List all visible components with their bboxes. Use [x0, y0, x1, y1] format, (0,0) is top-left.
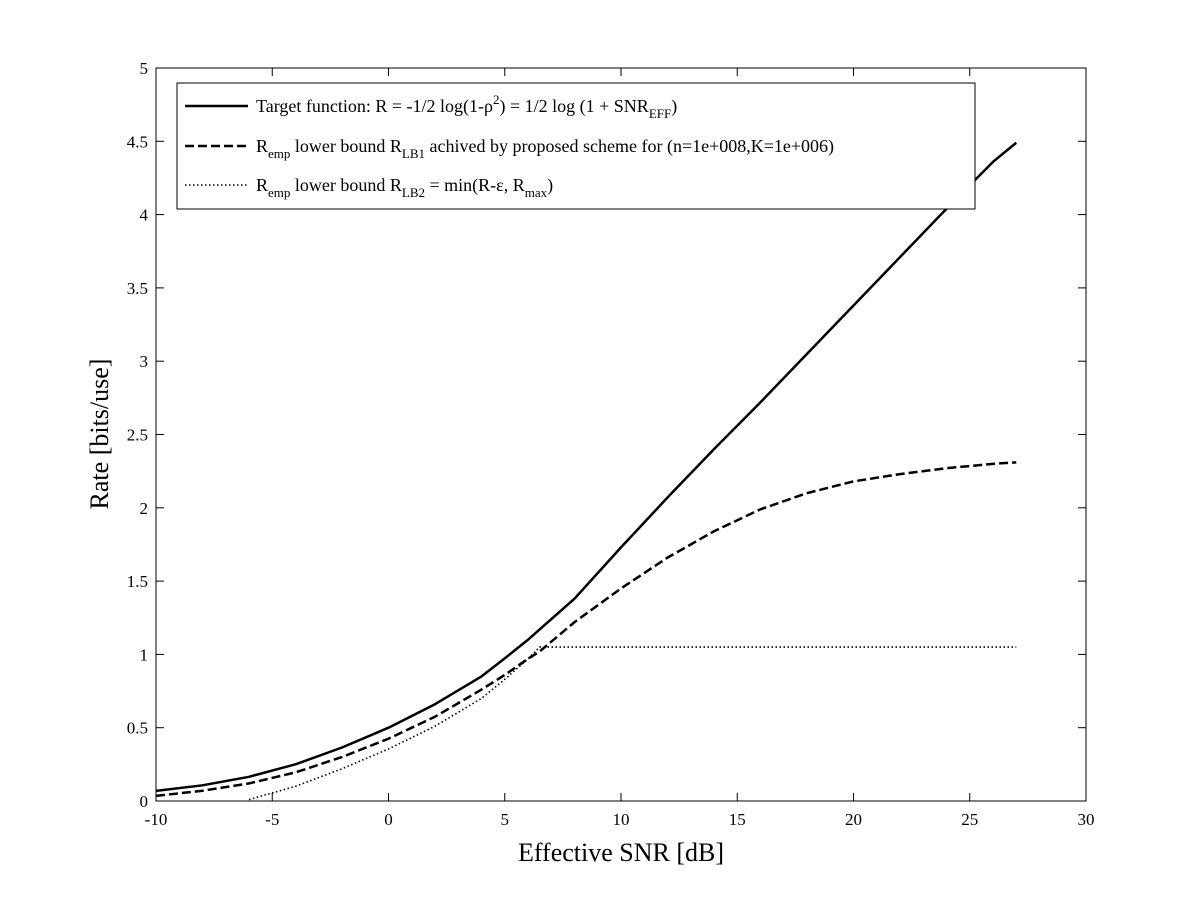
legend-entry-lb2: Remp lower bound RLB2 = min(R-ε, Rmax) [256, 175, 553, 200]
x-tick-label: 20 [845, 810, 862, 829]
axis-ticks: -10 -5 0 5 10 15 20 25 30 0 0.5 1 1.5 2 2.5 3 3.5 4 4.5 5 [127, 59, 1095, 829]
y-tick-label: 1 [140, 645, 149, 664]
x-tick-label: 10 [613, 810, 630, 829]
series-line-solid [155, 141, 1018, 793]
y-tick-label: 5 [140, 59, 149, 78]
series-line-dashed [155, 461, 1017, 798]
series-lines [155, 141, 1018, 801]
legend-entry-target: Target function: R = -1/2 log(1-ρ2) = 1/… [256, 92, 677, 121]
y-tick-label: 4 [140, 206, 149, 225]
y-tick-label: 4.5 [127, 132, 148, 151]
y-tick-label: 2.5 [127, 426, 148, 445]
legend-box [176, 82, 976, 210]
x-axis-label: Effective SNR [dB] [518, 838, 724, 867]
x-tick-label: 15 [729, 810, 746, 829]
legend-entry-lb1: Remp lower bound RLB1 achived by propose… [256, 136, 834, 161]
y-tick-label: 2 [140, 499, 149, 518]
x-tick-label: 5 [501, 810, 510, 829]
x-tick-label: -10 [145, 810, 168, 829]
y-tick-label: 0.5 [127, 719, 148, 738]
series-line-dotted [248, 646, 1017, 801]
x-tick-label: 25 [961, 810, 978, 829]
y-tick-label: 0 [140, 792, 149, 811]
x-tick-label: 0 [384, 810, 393, 829]
y-tick-label: 3 [140, 352, 149, 371]
y-tick-label: 1.5 [127, 572, 148, 591]
y-tick-label: 3.5 [127, 279, 148, 298]
y-axis-label: Rate [bits/use] [85, 359, 114, 510]
x-tick-label: -5 [265, 810, 279, 829]
legend: Target function: R = -1/2 log(1-ρ2) = 1/… [176, 82, 976, 210]
x-tick-label: 30 [1078, 810, 1095, 829]
